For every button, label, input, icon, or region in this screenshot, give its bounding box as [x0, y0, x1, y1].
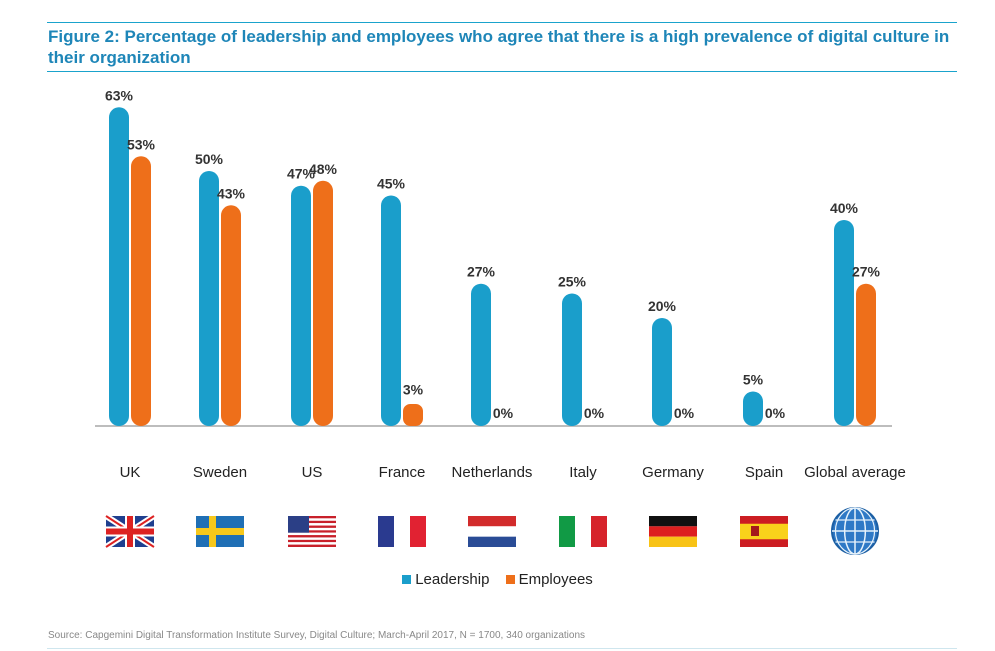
- france-flag-icon: [378, 516, 426, 547]
- data-label-employees: 27%: [852, 264, 881, 280]
- bar-leadership-france: [381, 195, 401, 426]
- legend-label-employees: Employees: [518, 571, 593, 588]
- category-label: US: [302, 464, 323, 481]
- data-label-employees: 0%: [765, 405, 786, 421]
- bar-leadership-spain: [743, 391, 763, 426]
- sweden-flag-icon: [196, 516, 244, 547]
- category-label: Germany: [642, 464, 704, 481]
- data-label-leadership: 50%: [195, 151, 224, 167]
- netherlands-flag-icon: [468, 516, 516, 547]
- data-label-employees: 0%: [584, 405, 605, 421]
- data-label-leadership: 63%: [105, 87, 134, 103]
- bar-leadership-sweden: [199, 171, 219, 426]
- spain-flag-icon: [740, 516, 788, 547]
- data-label-leadership: 27%: [467, 264, 496, 280]
- germany-flag-icon: [649, 516, 697, 547]
- title-underline: [47, 71, 957, 72]
- data-label-leadership: 5%: [743, 372, 764, 388]
- bar-employees-global-average: [856, 283, 876, 426]
- category-label: Italy: [569, 464, 597, 481]
- data-label-employees: 3%: [403, 381, 424, 397]
- bar-employees-us: [313, 180, 333, 426]
- legend-label-leadership: Leadership: [415, 571, 490, 588]
- legend-swatch-employees: [505, 575, 515, 584]
- bar-leadership-uk: [109, 107, 129, 427]
- bar-leadership-netherlands: [471, 283, 491, 426]
- data-label-employees: 48%: [309, 161, 338, 177]
- data-label-leadership: 45%: [377, 176, 406, 192]
- bar-chart: 63% 53% UK 50% 43% Sweden 47%48% US 45% 3% France 2…: [95, 87, 906, 555]
- bar-leadership-italy: [562, 293, 582, 426]
- bar-employees-france: [403, 403, 423, 426]
- legend-item-leadership: Leadership: [402, 571, 489, 588]
- data-label-employees: 53%: [127, 136, 156, 152]
- top-rule: [47, 22, 957, 23]
- category-label: UK: [120, 464, 141, 481]
- category-label: France: [379, 464, 426, 481]
- uk-flag-icon: [104, 513, 156, 550]
- bar-employees-uk: [131, 156, 151, 427]
- data-label-employees: 0%: [674, 405, 695, 421]
- chart-title: Figure 2: Percentage of leadership and e…: [48, 27, 950, 67]
- category-label: Netherlands: [452, 464, 533, 481]
- legend: Leadership Employees: [0, 571, 995, 588]
- data-label-employees: 0%: [493, 405, 514, 421]
- data-label-leadership: 20%: [648, 298, 677, 314]
- italy-flag-icon: [559, 516, 607, 547]
- category-label: Global average: [804, 464, 906, 481]
- category-label: Sweden: [193, 464, 247, 481]
- legend-swatch-leadership: [402, 575, 412, 584]
- data-label-employees: 43%: [217, 185, 246, 201]
- data-label-leadership: 25%: [558, 274, 587, 290]
- data-label-leadership: 47%: [287, 166, 316, 182]
- bar-leadership-global-average: [834, 220, 854, 426]
- category-label: Spain: [745, 464, 783, 481]
- bottom-rule: [47, 648, 957, 649]
- bar-employees-sweden: [221, 205, 241, 426]
- source-note: Source: Capgemini Digital Transformation…: [48, 630, 586, 641]
- bar-leadership-germany: [652, 318, 672, 426]
- legend-item-employees: Employees: [505, 571, 593, 588]
- us-flag-icon: [288, 516, 336, 547]
- globe-icon: [831, 507, 879, 555]
- data-label-leadership: 40%: [830, 200, 859, 216]
- bar-leadership-us: [291, 185, 311, 426]
